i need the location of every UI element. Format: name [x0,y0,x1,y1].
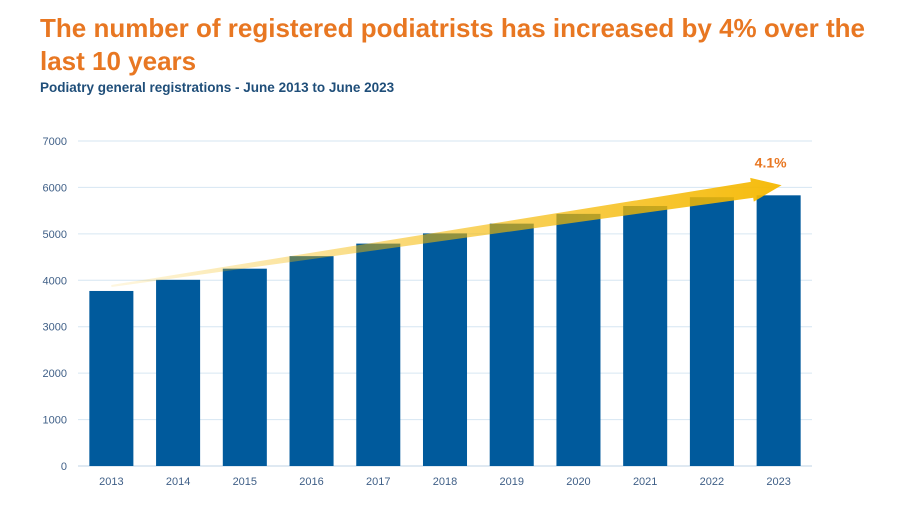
bar [489,223,534,466]
x-tick-label: 2014 [166,476,190,488]
y-tick-label: 6000 [43,182,67,194]
trend-arrow-shape [111,177,782,287]
bar [89,290,134,466]
growth-annotation: 4.1% [755,154,787,170]
y-tick-label: 4000 [43,275,67,287]
x-tick-label: 2020 [566,476,590,488]
x-tick-label: 2022 [700,476,724,488]
bar [289,256,334,466]
bar [756,195,801,467]
bars [89,195,801,467]
bar [156,279,201,466]
y-tick-label: 2000 [43,368,67,380]
y-tick-label: 0 [61,461,67,473]
trend-arrow: 4.1% [111,154,787,287]
bar [222,268,267,466]
x-tick-label: 2021 [633,476,657,488]
bar [556,213,601,466]
y-tick-label: 7000 [43,136,67,148]
y-tick-label: 1000 [43,415,67,427]
x-axis-ticks: 2013 2014 2015 2016 2017 2018 2019 2020 2021 2022… [99,476,791,488]
bar [689,197,734,466]
bar [356,243,401,466]
x-tick-label: 2023 [766,476,790,488]
chart-subtitle: Podiatry general registrations - June 20… [40,80,395,95]
x-tick-label: 2018 [433,476,457,488]
chart-title: The number of registered podiatrists has… [40,13,866,76]
x-tick-label: 2017 [366,476,390,488]
y-tick-label: 5000 [43,229,67,241]
y-axis-ticks: 0 1000 2000 3000 4000 5000 6000 7000 [43,136,67,473]
bar [623,206,668,466]
x-tick-label: 2013 [99,476,123,488]
y-tick-label: 3000 [43,322,67,334]
x-tick-label: 2019 [499,476,523,488]
x-tick-label: 2016 [299,476,323,488]
bar [422,233,468,466]
x-tick-label: 2015 [233,476,257,488]
